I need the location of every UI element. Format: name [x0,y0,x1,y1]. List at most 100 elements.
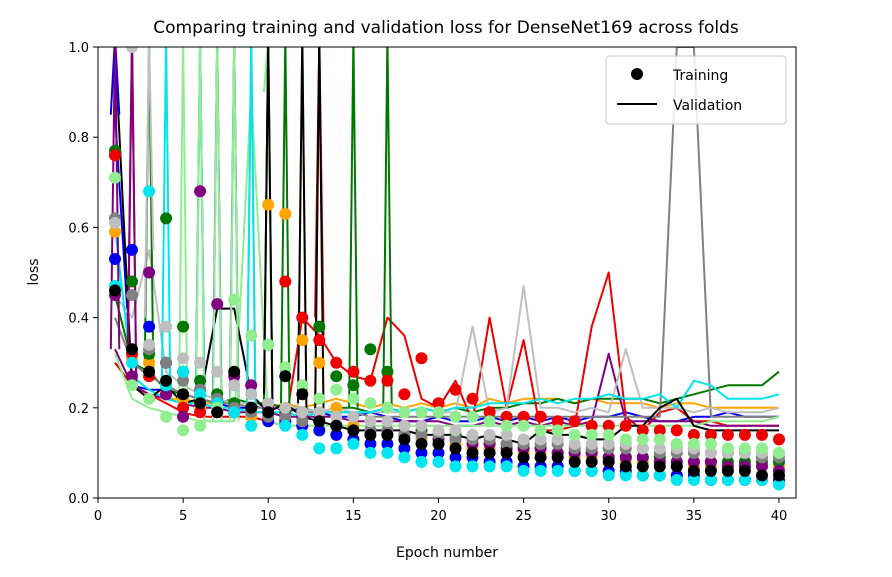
training-point-9 [466,446,479,459]
training-point-5 [449,433,462,446]
training-point-5 [415,428,428,441]
training-point-6 [568,437,581,450]
training-point-6 [262,397,275,410]
training-point-4 [211,298,224,311]
x-tick-label: 30 [600,509,617,524]
training-point-6 [347,410,360,423]
training-point-6 [415,419,428,432]
training-point-8 [773,446,785,459]
training-point-9 [721,464,734,477]
training-point-6 [704,446,717,459]
training-point-9 [296,388,309,401]
y-tick-label: 0.4 [68,312,89,327]
training-point-3 [415,352,428,365]
training-point-8 [432,406,445,419]
training-point-8 [738,442,751,455]
training-point-8 [160,410,173,423]
training-point-6 [653,442,666,455]
training-point-6 [143,338,156,351]
training-point-3 [534,410,547,423]
training-point-7 [347,437,360,450]
training-point-8 [551,424,564,437]
x-tick-label: 25 [515,509,532,524]
training-point-4 [687,455,700,468]
training-point-3 [177,401,190,414]
training-point-3 [466,392,479,405]
training-point-9 [636,460,649,473]
training-point-7 [126,356,138,369]
training-point-8 [313,392,326,405]
training-point-9 [756,469,768,482]
training-point-8 [756,442,768,455]
training-point-9 [347,424,360,437]
training-point-8 [687,437,700,450]
validation-spike [228,47,240,422]
training-point-9 [704,464,717,477]
training-point-9 [262,406,275,419]
training-point-7 [449,460,462,473]
training-point-9 [143,365,156,378]
training-point-3 [738,428,751,441]
training-point-9 [109,284,121,297]
training-point-2 [381,365,394,378]
training-point-6 [313,406,326,419]
training-point-7 [415,455,428,468]
training-point-6 [194,356,207,369]
training-point-1 [313,356,326,369]
plot-frame [97,46,797,499]
training-point-8 [279,361,292,374]
training-point-5 [296,415,309,428]
training-point-9 [687,464,700,477]
training-point-7 [619,469,632,482]
training-point-6 [534,433,547,446]
validation-spike [177,47,189,417]
training-point-0 [415,446,428,459]
x-axis: 0 5 10 15 20 25 30 35 40 [94,498,787,524]
training-point-7 [670,474,683,486]
training-point-7 [653,469,666,482]
training-point-8 [500,419,513,432]
training-point-9 [602,455,615,468]
validation-spike [211,47,223,422]
training-point-1 [262,198,275,211]
training-point-6 [398,419,411,432]
plot-area [109,47,785,491]
training-point-8 [109,171,121,184]
training-point-8 [449,410,462,423]
training-point-3 [109,149,121,162]
training-point-6 [279,401,292,414]
training-point-0 [449,451,462,464]
training-point-7 [228,406,241,419]
x-axis-label: Epoch number [396,545,498,561]
training-point-6 [381,415,394,428]
training-point-1 [330,401,343,414]
training-point-0 [432,446,445,459]
training-point-8 [245,329,258,342]
training-point-8 [534,424,547,437]
training-point-9 [619,460,632,473]
training-point-7 [602,469,615,482]
legend-validation-label: Validation [673,98,742,114]
training-point-9 [313,415,326,428]
training-point-8 [619,433,632,446]
training-point-3 [585,419,598,432]
training-point-9 [449,442,462,455]
training-point-3 [279,275,292,288]
validation-spike [160,47,172,399]
training-point-9 [534,451,547,464]
training-point-8 [296,379,309,392]
training-point-9 [381,428,394,441]
x-tick-label: 5 [179,509,187,524]
training-point-7 [381,446,394,459]
training-point-8 [398,406,411,419]
training-point-2 [160,212,173,225]
training-point-3 [670,424,683,437]
x-tick-label: 20 [430,509,447,524]
training-point-3 [568,415,581,428]
training-point-5 [160,356,173,369]
training-point-3 [704,428,717,441]
training-point-7 [636,469,649,482]
training-point-3 [500,410,513,423]
validation-spike [109,47,121,350]
